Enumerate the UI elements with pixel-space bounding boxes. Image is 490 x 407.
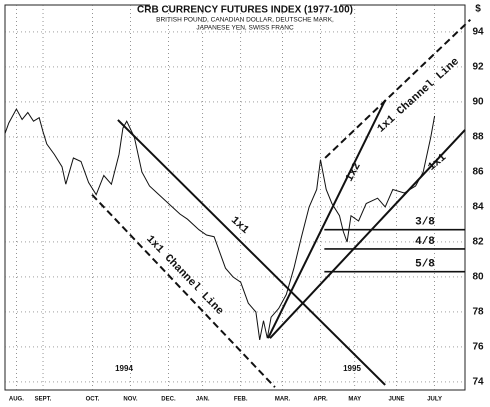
x-tick-label: JULY bbox=[427, 397, 442, 403]
annotation: 1x1 Channel Line bbox=[143, 233, 225, 318]
title-box bbox=[150, 3, 340, 33]
y-tick-label: 90 bbox=[472, 97, 484, 108]
unit-label: $ bbox=[475, 4, 481, 15]
y-tick-label: 94 bbox=[472, 27, 484, 38]
trend-line bbox=[117, 119, 386, 386]
x-tick-label: SEPT. bbox=[35, 397, 52, 403]
y-tick-label: 92 bbox=[472, 62, 484, 73]
plot-frame bbox=[4, 4, 466, 391]
annotation: 1x2 bbox=[344, 161, 364, 184]
year-label: 1994 bbox=[115, 364, 133, 373]
x-tick-label: JAN. bbox=[196, 397, 210, 403]
price-line bbox=[4, 107, 436, 340]
y-tick-label: 80 bbox=[472, 272, 484, 283]
y-tick-label: 88 bbox=[472, 132, 484, 143]
retracement-label: 4/8 bbox=[415, 236, 435, 248]
x-tick-label: DEC. bbox=[161, 397, 176, 403]
x-tick-label: AUG. bbox=[9, 397, 24, 403]
x-tick-label: MAY bbox=[348, 397, 361, 403]
annotation: 1x1 bbox=[426, 151, 449, 173]
chart-subtitle: JAPANESE YEN, SWISS FRANC bbox=[196, 25, 294, 32]
trend-line bbox=[267, 99, 387, 339]
x-tick-label: APR. bbox=[313, 397, 328, 403]
x-tick-label: FEB. bbox=[234, 397, 248, 403]
y-tick-label: 82 bbox=[472, 237, 484, 248]
chart-title: CRB CURRENCY FUTURES INDEX (1977-100) bbox=[137, 5, 353, 16]
annotation: 1x1 Channel Line bbox=[375, 56, 462, 136]
trend-line bbox=[91, 194, 276, 388]
x-tick-label: JUNE bbox=[389, 397, 405, 403]
trend-line bbox=[324, 18, 472, 159]
trend-line bbox=[269, 129, 466, 339]
retracement-label: 3/8 bbox=[415, 217, 435, 229]
retracement-label: 5/8 bbox=[415, 259, 435, 271]
y-tick-label: 86 bbox=[472, 167, 484, 178]
year-label: 1995 bbox=[343, 364, 361, 373]
x-tick-label: MAR. bbox=[275, 397, 291, 403]
x-tick-label: NOV. bbox=[123, 397, 137, 403]
y-tick-label: 74 bbox=[472, 377, 484, 388]
y-tick-label: 84 bbox=[472, 202, 484, 213]
y-tick-label: 78 bbox=[472, 307, 484, 318]
chart-subtitle: BRITISH POUND, CANADIAN DOLLAR, DEUTSCHE… bbox=[156, 17, 334, 24]
y-tick-label: 76 bbox=[472, 342, 484, 353]
x-tick-label: OCT. bbox=[86, 397, 100, 403]
